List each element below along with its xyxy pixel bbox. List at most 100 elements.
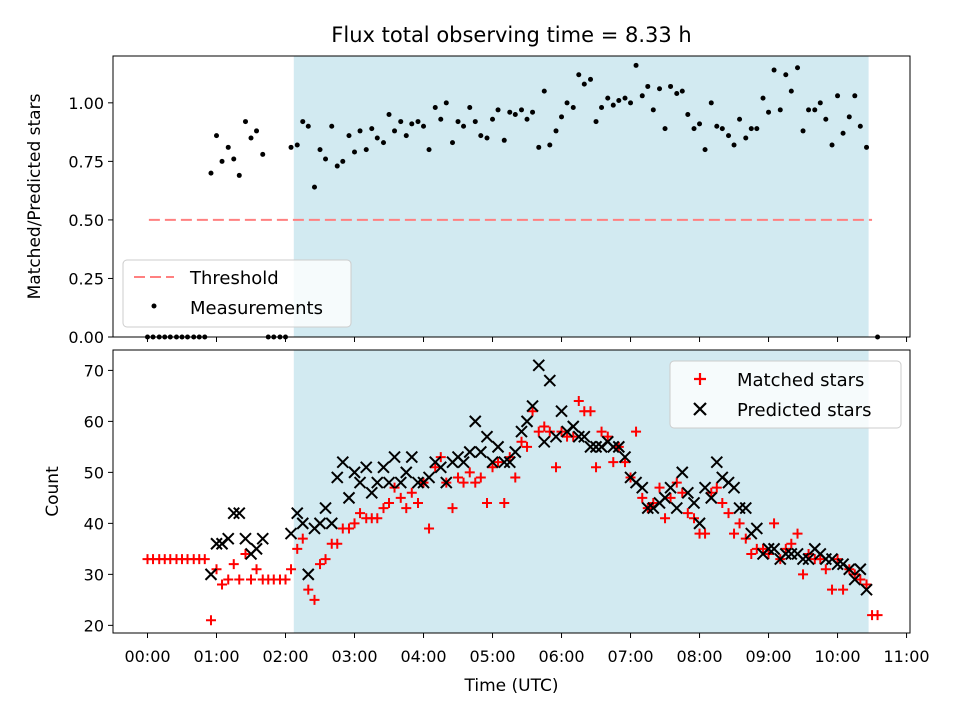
predicted-star-point [256, 532, 269, 545]
matched-star-point [723, 508, 734, 519]
measurement-point [788, 88, 794, 94]
predicted-star-point [360, 461, 373, 474]
measurement-point [507, 109, 513, 115]
predicted-star-point [676, 466, 689, 479]
x-tick-label: 02:00 [262, 647, 308, 666]
predicted-star-point [353, 476, 367, 489]
measurement-point [650, 107, 656, 113]
ratio-y-tick-label: 0.75 [68, 152, 104, 171]
x-tick-label: 05:00 [469, 647, 515, 666]
legend-predicted-swatch [693, 402, 707, 416]
matched-star-point [711, 482, 722, 493]
matched-star-point [205, 615, 216, 626]
measurement-point [409, 121, 415, 127]
measurement-point [484, 135, 490, 141]
predicted-star-point [618, 450, 632, 464]
matched-star-point [620, 457, 631, 468]
matched-star-point [827, 584, 838, 595]
measurement-point [374, 135, 380, 141]
matched-star-point [671, 477, 682, 488]
predicted-star-point [284, 527, 298, 540]
matched-star-point [234, 574, 245, 585]
legend-matched-swatch [694, 373, 706, 385]
matched-star-point [551, 462, 562, 473]
predicted-star-point [710, 455, 723, 469]
counts-y-tick-label: 30 [84, 565, 104, 584]
predicted-star-point [498, 455, 511, 469]
ratio-y-tick-label: 0.25 [68, 269, 104, 288]
matched-star-point [355, 508, 366, 519]
predicted-star-point [739, 501, 752, 515]
measurement-point [547, 142, 553, 148]
matched-star-point [395, 492, 406, 503]
measurement-point [501, 137, 507, 143]
measurement-point [478, 133, 484, 139]
predicted-star-point [664, 481, 677, 494]
legend-threshold-label: Threshold [189, 268, 279, 289]
measurement-point [748, 126, 754, 132]
predicted-star-point [727, 481, 741, 494]
matched-star-point [855, 574, 866, 585]
legend-matched-label: Matched stars [737, 370, 864, 391]
matched-star-point [637, 492, 648, 503]
measurement-point [311, 184, 317, 190]
x-tick-label: 06:00 [538, 647, 584, 666]
predicted-star-point [520, 415, 534, 428]
measurement-point [737, 116, 743, 122]
measurement-point [639, 93, 645, 99]
predicted-star-point [365, 486, 378, 499]
measurement-point [317, 147, 323, 153]
measurement-point [490, 116, 496, 122]
matched-star-point [522, 441, 533, 452]
measurements-series [145, 62, 881, 340]
predicted-star-point [693, 517, 706, 530]
predicted-star-point [572, 430, 585, 443]
matched-star-point [585, 406, 596, 417]
matched-star-point [332, 538, 343, 549]
matched-star-point [384, 497, 395, 508]
matched-star-point [430, 462, 441, 473]
matched-star-point [372, 513, 383, 524]
predicted-star-point [463, 445, 476, 459]
predicted-star-point [636, 481, 649, 494]
predicted-star-point [567, 420, 580, 433]
predicted-star-point [767, 542, 781, 556]
measurement-point [346, 133, 352, 139]
predicted-star-point [239, 532, 252, 545]
counts-legend: Matched stars Predicted stars [669, 360, 902, 429]
predicted-star-point [233, 506, 246, 520]
measurement-point [806, 107, 812, 113]
measurement-point [605, 95, 611, 101]
ratio-plot-frame [112, 55, 911, 338]
predicted-star-point [319, 501, 332, 515]
matched-star-point [608, 457, 619, 468]
matched-star-point [199, 554, 210, 565]
measurement-point [461, 123, 467, 129]
predicted-star-point [422, 471, 436, 484]
measurement-point [760, 95, 766, 101]
measurement-point [219, 158, 225, 164]
predicted-star-point [578, 430, 591, 443]
matched-star-point [786, 538, 797, 549]
matched-star-point [729, 528, 740, 539]
measurement-point [581, 81, 587, 87]
measurement-point [536, 144, 542, 150]
matched-star-point [516, 436, 527, 447]
x-tick-label: 00:00 [124, 647, 170, 666]
measurement-point [610, 102, 616, 108]
predicted-star-point [486, 455, 499, 469]
predicted-star-point [394, 476, 407, 489]
measurement-point [633, 62, 639, 68]
matched-star-point [487, 462, 498, 473]
matched-star-point [470, 477, 481, 488]
measurement-point [398, 119, 404, 125]
predicted-star-point [802, 552, 815, 566]
measurement-point [386, 112, 392, 118]
matched-star-point [769, 518, 780, 529]
matched-star-point [798, 569, 809, 580]
predicted-star-point [210, 537, 223, 550]
predicted-star-point [607, 440, 620, 454]
measurement-point [236, 172, 242, 178]
predicted-star-point [796, 552, 810, 566]
matched-star-point [309, 594, 320, 605]
